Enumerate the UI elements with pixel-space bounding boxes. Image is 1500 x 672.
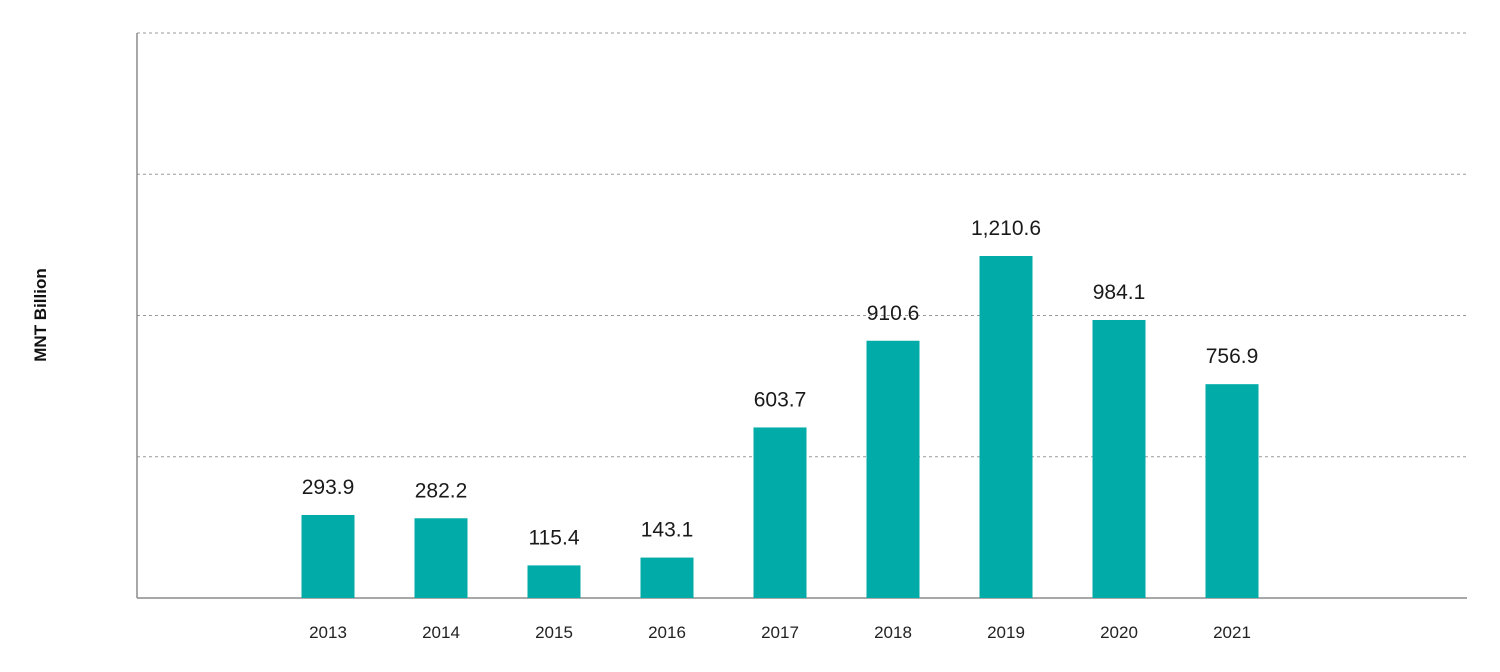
bar-2020 <box>1092 319 1146 598</box>
data-label-2019: 1,210.6 <box>971 217 1041 240</box>
bar-2021 <box>1205 384 1259 598</box>
x-tick-label-2021: 2021 <box>1213 623 1251 642</box>
x-tick-label-2015: 2015 <box>535 623 573 642</box>
bar-2017 <box>753 427 807 598</box>
data-label-2014: 282.2 <box>415 479 468 502</box>
bar-2015 <box>527 565 581 598</box>
x-tick-label-2013: 2013 <box>309 623 347 642</box>
x-tick-label-2018: 2018 <box>874 623 912 642</box>
bar-2014 <box>414 518 468 598</box>
data-labels: 293.9 282.2 115.4 143.1 603.7 910.6 1,210.6 984… <box>302 217 1259 549</box>
bar-2019 <box>979 256 1033 598</box>
y-axis-label: MNT Billion <box>31 268 50 361</box>
x-tick-label-2020: 2020 <box>1100 623 1138 642</box>
x-tick-label-2017: 2017 <box>761 623 799 642</box>
x-tick-label-2014: 2014 <box>422 623 460 642</box>
x-tick-label-2019: 2019 <box>987 623 1025 642</box>
bar-2013 <box>301 514 355 598</box>
bar-2016 <box>640 557 694 598</box>
x-tick-labels: 2013 2014 2015 2016 2017 2018 2019 2020 2021 <box>309 623 1251 642</box>
data-label-2017: 603.7 <box>754 388 807 411</box>
data-label-2015: 115.4 <box>529 526 580 549</box>
data-label-2021: 756.9 <box>1206 345 1259 368</box>
data-label-2018: 910.6 <box>867 302 920 325</box>
x-tick-label-2016: 2016 <box>648 623 686 642</box>
bar-2018 <box>866 340 920 598</box>
data-label-2020: 984.1 <box>1093 281 1146 304</box>
data-label-2016: 143.1 <box>641 519 694 542</box>
data-label-2013: 293.9 <box>302 476 355 499</box>
bars <box>301 256 1259 598</box>
